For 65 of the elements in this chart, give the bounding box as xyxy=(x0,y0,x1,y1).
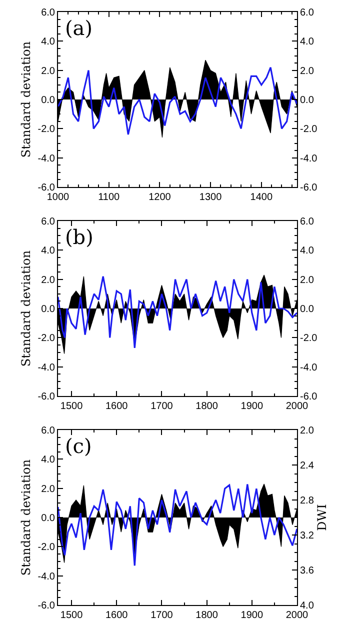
y2-tick-label: 2.0 xyxy=(300,426,314,436)
y-tick-label: 6.0 xyxy=(41,8,56,18)
x-tick-label: 1100 xyxy=(98,192,120,203)
x-tick-label: 2000 xyxy=(286,610,309,621)
y-tick-label: -2.0 xyxy=(38,542,56,554)
x-tick-label: 1600 xyxy=(105,401,128,412)
annotation: (a) xyxy=(65,16,93,40)
y2-tick-label: 3.2 xyxy=(300,530,314,542)
y2-tick-label: -6.0 xyxy=(300,392,318,402)
y-tick-label: 4.0 xyxy=(41,454,56,466)
x-tick-label: 1800 xyxy=(196,610,218,621)
y-tick-label: -4.0 xyxy=(38,362,56,374)
y-tick-label: -4.0 xyxy=(38,153,56,164)
y2-tick-label: 2.8 xyxy=(300,496,314,506)
y-tick-label: -6.0 xyxy=(38,392,56,402)
y2-tick-label: -4.0 xyxy=(300,362,318,374)
x-tick-label: 1700 xyxy=(150,401,174,412)
y-tick-label: 4.0 xyxy=(41,36,56,48)
y-tick-label: -6.0 xyxy=(38,600,56,612)
y-tick-label: 2.0 xyxy=(41,274,56,286)
annotation: (b) xyxy=(65,225,94,249)
y2-tick-label: 2.0 xyxy=(300,274,314,286)
y2-tick-label: 6.0 xyxy=(300,8,314,18)
y2-tick-label: 4.0 xyxy=(300,600,314,612)
x-tick-label: 1700 xyxy=(150,610,174,621)
x-tick-label: 1200 xyxy=(148,192,172,203)
y2-tick-label: -2.0 xyxy=(300,333,318,344)
y2-tick-label: 6.0 xyxy=(300,216,314,228)
y-axis-title: Standard deviation xyxy=(19,459,34,576)
y2-tick-label: 3.6 xyxy=(300,566,314,576)
x-tick-label: 1900 xyxy=(240,401,264,412)
y2-tick-label: -6.0 xyxy=(300,182,318,194)
annotation: (c) xyxy=(65,434,92,458)
x-tick-label: 1300 xyxy=(199,192,222,203)
y-tick-label: 0.0 xyxy=(41,304,56,315)
x-tick-label: 1500 xyxy=(60,610,84,621)
y-tick-label: 2.0 xyxy=(41,66,56,77)
y-tick-label: -4.0 xyxy=(38,571,56,582)
y-tick-label: -6.0 xyxy=(38,182,56,194)
x-tick-label: 1500 xyxy=(60,401,84,412)
y-tick-label: 4.0 xyxy=(41,246,56,257)
y2-tick-label: -2.0 xyxy=(300,124,318,136)
y-tick-label: 0.0 xyxy=(41,513,56,524)
x-tick-label: 1800 xyxy=(196,401,218,412)
y2-axis-title: DWI xyxy=(315,504,330,531)
y-tick-label: 2.0 xyxy=(41,484,56,495)
x-tick-label: 1600 xyxy=(105,610,128,621)
y-tick-label: -2.0 xyxy=(38,124,56,136)
y-tick-label: 6.0 xyxy=(41,426,56,436)
x-tick-label: 1000 xyxy=(46,192,70,203)
y2-tick-label: 2.4 xyxy=(300,460,314,472)
y-axis-title: Standard deviation xyxy=(19,41,34,158)
y-tick-label: 0.0 xyxy=(41,95,56,106)
y-tick-label: -2.0 xyxy=(38,333,56,344)
x-tick-label: 1400 xyxy=(250,192,273,203)
y2-tick-label: 4.0 xyxy=(300,246,314,257)
y2-tick-label: -4.0 xyxy=(300,153,318,164)
y2-tick-label: 4.0 xyxy=(300,36,314,48)
y-tick-label: 6.0 xyxy=(41,216,56,228)
y2-tick-label: 0.0 xyxy=(300,95,314,106)
x-tick-label: 1900 xyxy=(240,610,264,621)
y2-tick-label: 2.0 xyxy=(300,66,314,77)
y2-tick-label: 0.0 xyxy=(300,304,314,315)
x-tick-label: 2000 xyxy=(286,401,309,412)
y-axis-title: Standard deviation xyxy=(19,250,34,367)
